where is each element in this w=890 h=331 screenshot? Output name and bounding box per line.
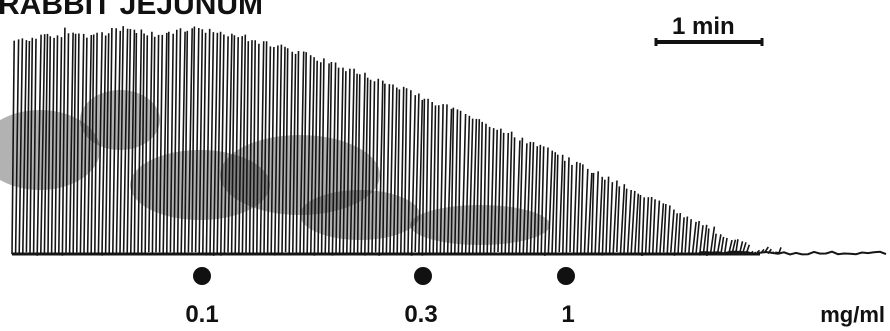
dose-dot bbox=[414, 267, 432, 285]
dose-marker-1: 1 bbox=[557, 267, 575, 328]
trace-oscillations bbox=[11, 26, 782, 257]
dose-label: 0.1 bbox=[185, 301, 218, 328]
time-scale-bar: 1 min bbox=[654, 13, 764, 46]
scale-bar-label: 1 min bbox=[672, 13, 735, 40]
dose-dot bbox=[557, 267, 575, 285]
concentration-unit: mg/ml bbox=[820, 302, 885, 327]
dose-markers: 0.1 0.3 1 bbox=[185, 267, 575, 328]
figure-title: RABBIT JEJUNUM bbox=[0, 0, 263, 21]
contraction-trace bbox=[11, 26, 887, 257]
dose-label: 0.3 bbox=[404, 301, 437, 328]
dose-label: 1 bbox=[561, 301, 574, 328]
dose-marker-0.1: 0.1 bbox=[185, 267, 219, 328]
dose-dot bbox=[193, 267, 211, 285]
dose-marker-0.3: 0.3 bbox=[404, 267, 438, 328]
